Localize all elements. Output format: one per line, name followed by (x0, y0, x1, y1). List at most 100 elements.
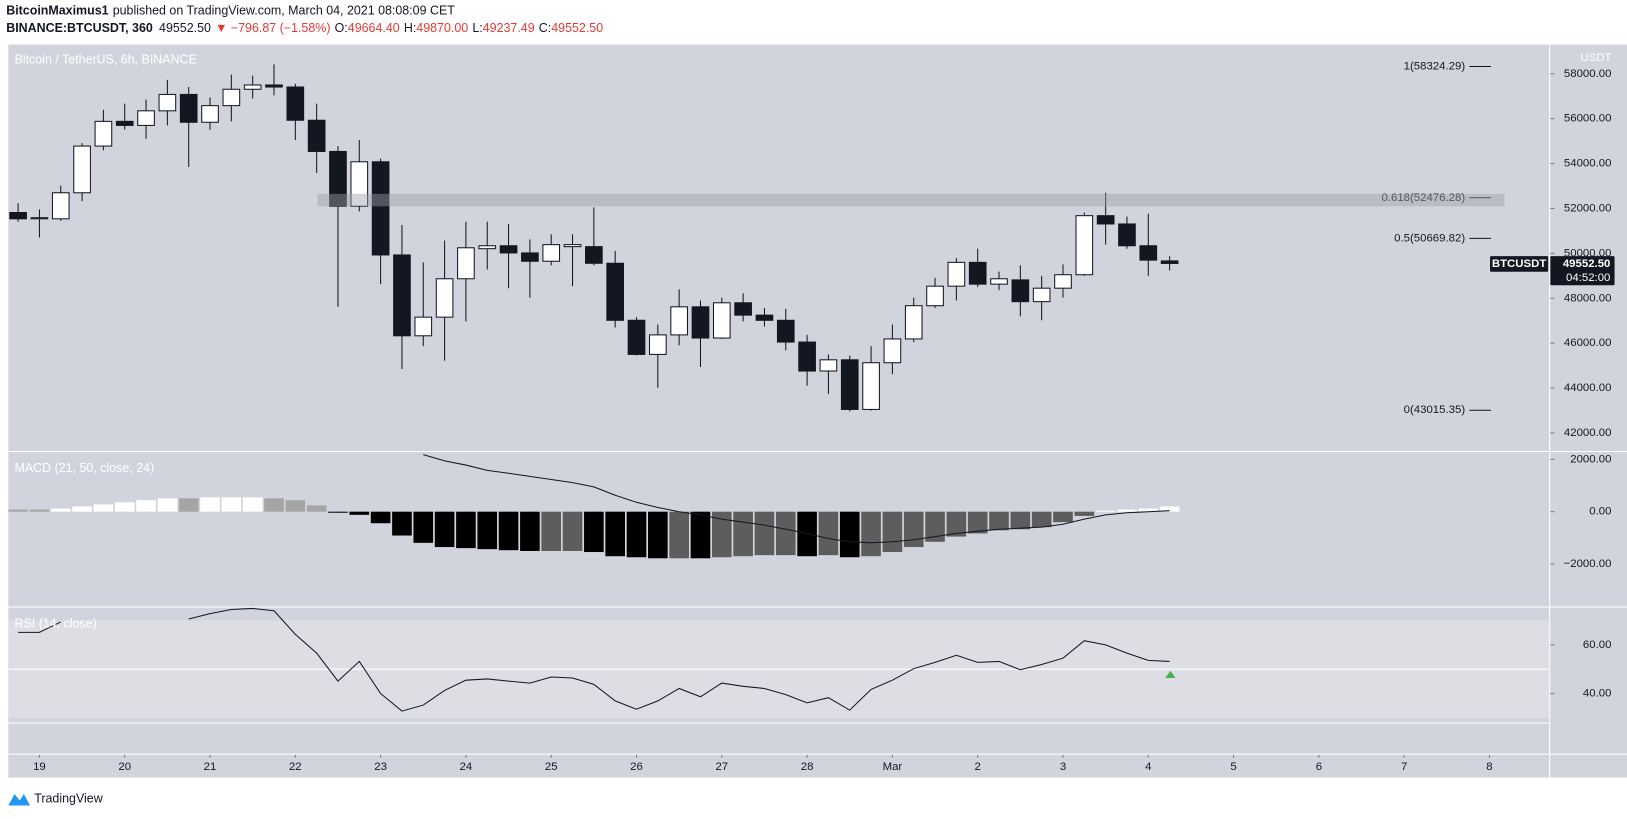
candle-body (1054, 274, 1072, 289)
candle-body (243, 84, 262, 90)
histogram-bar (989, 511, 1009, 531)
candle-body (1160, 260, 1179, 264)
symbol: BINANCE:BTCUSDT, 360 (6, 21, 153, 35)
y-tick-label: 56000.00 (1564, 113, 1612, 125)
x-tick-label: 28 (801, 761, 814, 773)
author: BitcoinMaximus1 (6, 4, 108, 18)
histogram-bar (434, 511, 455, 548)
candle-body (30, 217, 49, 220)
y-tick-label: 50000.00 (1564, 247, 1612, 259)
candle-body (286, 86, 305, 121)
histogram-bar (967, 511, 988, 534)
pane (8, 607, 1550, 718)
candle-body (329, 150, 347, 207)
pane (8, 454, 1180, 559)
indicator-line (423, 454, 1170, 544)
histogram-bar (136, 500, 156, 512)
histogram-bar (733, 511, 753, 557)
x-tick-label: 21 (204, 761, 217, 773)
histogram-bar (946, 511, 967, 537)
histogram-bar (520, 511, 540, 551)
histogram-bar (221, 497, 242, 512)
candle-body (840, 359, 859, 410)
histogram-bar (818, 511, 839, 556)
x-tick-label: Mar (883, 761, 903, 773)
axis-unit: USDT (1580, 52, 1611, 64)
y-tick-label: 46000.00 (1564, 337, 1612, 349)
histogram-bar (690, 511, 711, 559)
histogram-bar (328, 511, 348, 513)
publish-line: BitcoinMaximus1 published on TradingView.… (6, 4, 455, 18)
ohlc-value: 49237.49 (483, 21, 535, 35)
candle-body (1011, 279, 1030, 303)
candle-body (968, 261, 987, 285)
ohlc-value: 49552.50 (551, 21, 603, 35)
x-tick-label: 24 (460, 761, 473, 773)
histogram-bar (1031, 511, 1052, 528)
candle-body (158, 93, 177, 112)
histogram-bar (1095, 510, 1116, 512)
candle-body (137, 110, 155, 126)
histogram-bar (562, 511, 583, 551)
symbol-label: BTCUSDT (1492, 258, 1546, 270)
candle-body (734, 302, 752, 316)
candle-body (904, 305, 923, 340)
x-tick-label: 8 (1486, 761, 1492, 773)
histogram-bar (370, 511, 391, 524)
candle-body (990, 278, 1008, 285)
candle-body (947, 261, 966, 287)
histogram-bar (200, 497, 220, 512)
x-tick-label: 27 (715, 761, 728, 773)
candle-body (115, 120, 134, 126)
candle-body (414, 316, 433, 337)
symbol-line: BINANCE:BTCUSDT, 360 49552.50 ▼ −796.87 (−… (6, 21, 603, 35)
candle-body (478, 245, 497, 250)
histogram-bar (306, 505, 327, 512)
last: 49552.50 (159, 21, 211, 35)
candle-body (1075, 215, 1094, 276)
candle-body (51, 192, 70, 220)
x-tick-label: 23 (374, 761, 387, 773)
ohlc-value: 49870.00 (416, 21, 468, 35)
y-tick-label: 2000.00 (1570, 453, 1611, 465)
candle-body (648, 334, 667, 355)
histogram-bar (584, 511, 604, 553)
price-badge (1550, 256, 1615, 286)
candle-body (1096, 215, 1115, 225)
histogram-bar (903, 511, 924, 548)
fib-label: 1(58324.29) (1404, 61, 1466, 73)
candle-body (883, 338, 902, 364)
candle-body (179, 93, 198, 123)
histogram-bar (648, 511, 668, 559)
resistance-zone (317, 193, 1505, 207)
y-tick-label: 52000.00 (1564, 202, 1612, 214)
histogram-bar (29, 509, 50, 512)
candle-body (393, 254, 411, 337)
candle-body (670, 306, 688, 336)
histogram-bar (797, 511, 817, 557)
candle-body (691, 306, 710, 339)
ohlc-key: L: (472, 21, 482, 35)
x-tick-label: 22 (289, 761, 302, 773)
histogram-bar (839, 511, 860, 558)
published: published on TradingView.com, March 04, … (113, 4, 456, 18)
histogram-bar (754, 511, 775, 556)
y-tick-label: 54000.00 (1564, 158, 1612, 170)
candle-body (755, 314, 774, 321)
x-tick-label: 2 (975, 761, 981, 773)
histogram-bar (925, 511, 945, 542)
histogram-bar (413, 511, 434, 543)
candle-body (712, 302, 731, 339)
ohlc-key: H: (404, 21, 416, 35)
pane-title: Bitcoin / TetherUS, 6h, BINANCE (15, 52, 197, 66)
histogram-bar (1159, 506, 1180, 512)
x-tick-label: 25 (545, 761, 558, 773)
histogram-bar (392, 511, 412, 536)
histogram-bar (1010, 511, 1031, 530)
candle-body (435, 278, 454, 318)
candle-body (819, 359, 838, 372)
candle-body (371, 161, 390, 256)
x-tick-label: 26 (630, 761, 643, 773)
